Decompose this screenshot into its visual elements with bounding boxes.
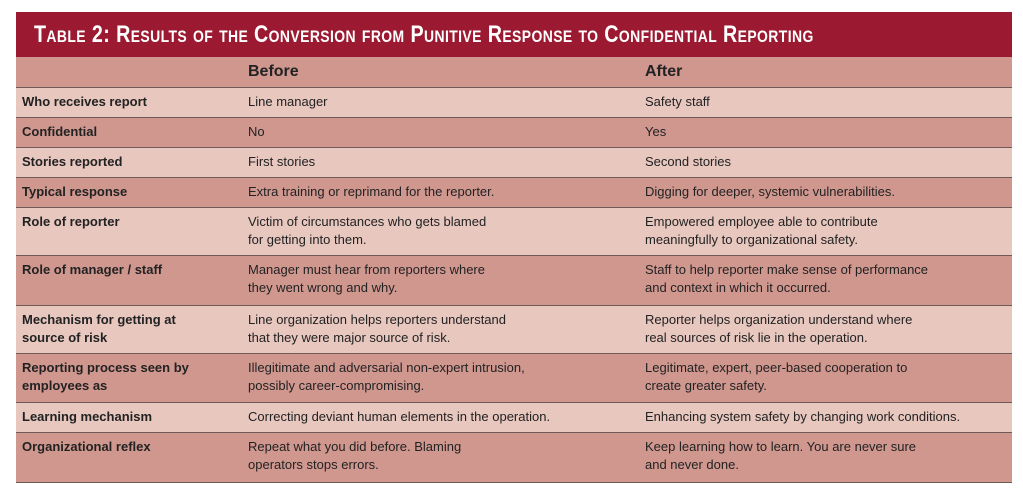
before-cell: Line manager bbox=[248, 94, 328, 109]
table-title-text: Table 2: Results of the Conversion from … bbox=[34, 20, 814, 48]
header-after: After bbox=[645, 63, 683, 80]
after-cell: Second stories bbox=[645, 154, 731, 169]
row-label: Stories reported bbox=[22, 154, 123, 169]
after-cell: Enhancing system safety by changing work… bbox=[645, 409, 961, 424]
table-row: Mechanism for getting at source of risk L… bbox=[16, 306, 1012, 354]
table-row: Typical response Extra training or reprim… bbox=[16, 178, 1012, 208]
row-label: Role of manager / staff bbox=[22, 262, 163, 277]
row-label: Reporting process seen by employees as bbox=[22, 360, 189, 393]
table-row: Learning mechanism Correcting deviant hum… bbox=[16, 403, 1012, 433]
row-label: Organizational reflex bbox=[22, 439, 151, 454]
results-table: Table 2: Results of the Conversion from … bbox=[16, 12, 1012, 483]
after-cell: Reporter helps organization understand w… bbox=[645, 312, 913, 345]
header-before: Before bbox=[248, 63, 299, 80]
before-cell: Illegitimate and adversarial non-expert … bbox=[248, 360, 525, 393]
table-row: Role of reporter Victim of circumstances … bbox=[16, 208, 1012, 256]
row-label: Who receives report bbox=[22, 94, 147, 109]
before-cell: First stories bbox=[248, 154, 316, 169]
table-row: Reporting process seen by employees as Il… bbox=[16, 354, 1012, 403]
table-title: Table 2: Results of the Conversion from … bbox=[16, 12, 1012, 57]
table-row: Role of manager / staff Manager must hear… bbox=[16, 256, 1012, 306]
after-cell: Legitimate, expert, peer-based cooperati… bbox=[645, 360, 908, 393]
after-cell: Empowered employee able to contribute me… bbox=[645, 214, 878, 247]
header-row: Before After bbox=[16, 57, 1012, 88]
table-row: Organizational reflex Repeat what you did… bbox=[16, 433, 1012, 483]
after-cell: Digging for deeper, systemic vulnerabili… bbox=[645, 184, 896, 199]
row-label: Typical response bbox=[22, 184, 128, 199]
row-label: Role of reporter bbox=[22, 214, 120, 229]
after-cell: Yes bbox=[645, 124, 667, 139]
before-cell: No bbox=[248, 124, 265, 139]
after-cell: Safety staff bbox=[645, 94, 710, 109]
before-cell: Correcting deviant human elements in the… bbox=[248, 409, 551, 424]
before-cell: Extra training or reprimand for the repo… bbox=[248, 184, 495, 199]
before-cell: Manager must hear from reporters where t… bbox=[248, 262, 485, 295]
row-label: Confidential bbox=[22, 124, 98, 139]
table-row: Stories reported First stories Second stor… bbox=[16, 148, 1012, 178]
table-row: Confidential No Yes bbox=[16, 118, 1012, 148]
before-cell: Victim of circumstances who gets blamed … bbox=[248, 214, 487, 247]
after-cell: Keep learning how to learn. You are neve… bbox=[645, 439, 917, 472]
row-label: Learning mechanism bbox=[22, 409, 153, 424]
after-cell: Staff to help reporter make sense of per… bbox=[645, 262, 929, 295]
table-row: Who receives report Line manager Safety st… bbox=[16, 88, 1012, 118]
before-cell: Line organization helps reporters unders… bbox=[248, 312, 507, 345]
row-label: Mechanism for getting at source of risk bbox=[22, 312, 176, 345]
before-cell: Repeat what you did before. Blaming oper… bbox=[248, 439, 462, 472]
